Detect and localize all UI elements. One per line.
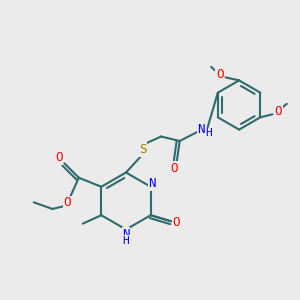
Text: H: H [123,236,129,246]
Text: O: O [216,68,223,81]
Text: S: S [139,143,146,156]
Text: O: O [55,152,63,164]
Text: H: H [206,128,212,139]
Text: O: O [170,162,178,175]
Text: O: O [275,105,282,118]
Text: O: O [64,196,71,209]
Text: O: O [173,216,180,229]
Text: N: N [197,123,205,136]
Text: N: N [148,177,156,190]
Text: N: N [122,227,130,241]
